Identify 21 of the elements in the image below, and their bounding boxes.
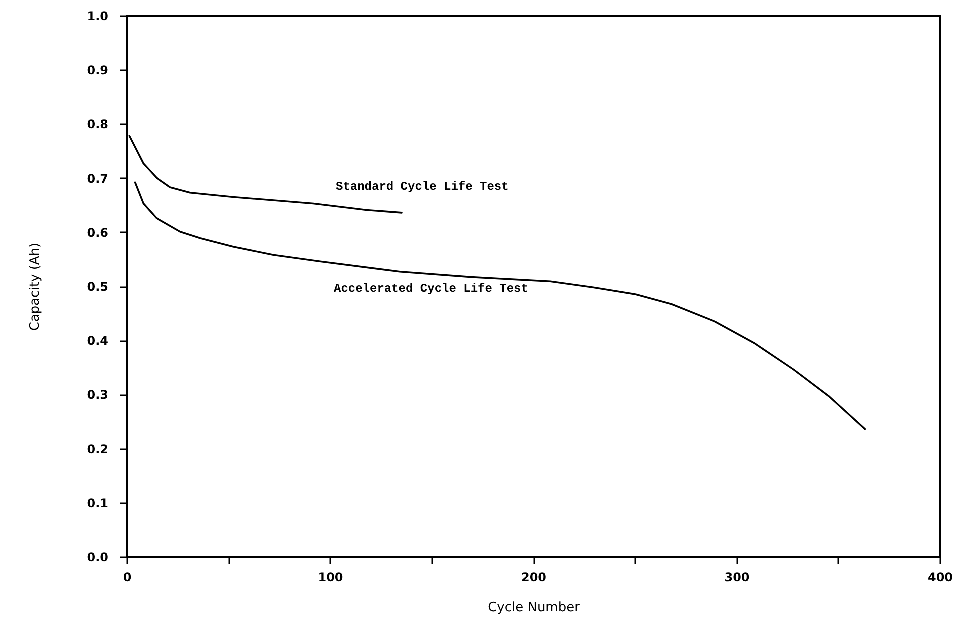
y-tick-label: 0.2 bbox=[87, 442, 108, 456]
x-axis-title: Cycle Number bbox=[488, 600, 581, 616]
x-tick-label: 100 bbox=[318, 570, 344, 584]
x-tick-label: 200 bbox=[521, 570, 547, 584]
y-tick-label: 0.0 bbox=[87, 550, 108, 564]
y-tick-label: 1.0 bbox=[87, 10, 108, 24]
y-tick-label: 0.6 bbox=[87, 226, 108, 240]
y-tick-label: 0.1 bbox=[87, 496, 108, 510]
y-tick-label: 0.7 bbox=[87, 172, 108, 186]
y-tick-label: 0.9 bbox=[87, 64, 108, 78]
x-tick-label: 300 bbox=[724, 570, 750, 584]
line-series bbox=[134, 182, 866, 430]
y-axis-title: Capacity (Ah) bbox=[28, 242, 44, 332]
x-tick-label: 0 bbox=[123, 570, 132, 584]
x-tick-label: 400 bbox=[928, 570, 954, 584]
y-tick-label: 0.5 bbox=[87, 280, 108, 294]
series-label: Accelerated Cycle Life Test bbox=[334, 282, 528, 296]
series-label: Standard Cycle Life Test bbox=[336, 180, 509, 194]
y-tick-label: 0.3 bbox=[87, 388, 108, 402]
y-tick-label: 0.8 bbox=[87, 118, 108, 132]
y-tick-label: 0.4 bbox=[87, 334, 108, 348]
